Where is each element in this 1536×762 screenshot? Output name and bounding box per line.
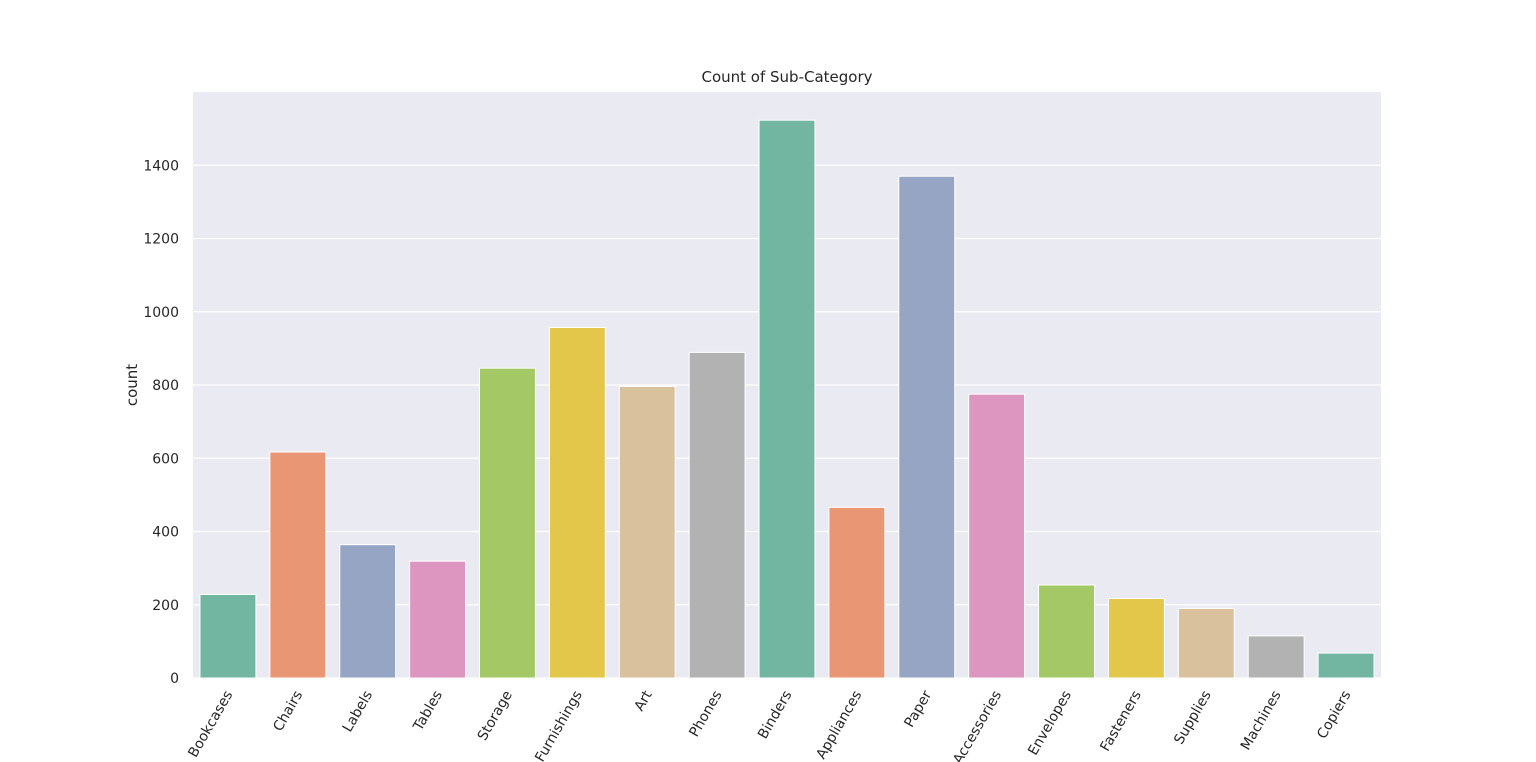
bar-paper — [898, 175, 956, 679]
y-tick-label: 800 — [152, 378, 179, 394]
bars — [199, 119, 1375, 679]
bar-tables — [409, 560, 467, 679]
y-axis-ticks: 0 200 400 600 800 1000 1200 1400 — [143, 158, 179, 687]
x-tick-label: Furnishings — [532, 688, 586, 762]
bar-accessories — [968, 393, 1026, 679]
y-tick-label: 1000 — [143, 305, 179, 321]
x-tick-label: Copiers — [1314, 688, 1354, 742]
chart-title: Count of Sub-Category — [701, 68, 872, 86]
bar-art — [618, 385, 676, 679]
bar-copiers — [1317, 652, 1375, 679]
x-axis-ticks: Bookcases Chairs Labels Tables Storage Furnis… — [185, 688, 1354, 762]
y-tick-label: 600 — [152, 451, 179, 467]
x-tick-label: Chairs — [270, 688, 306, 734]
bar-appliances — [828, 506, 886, 679]
x-tick-label: Tables — [410, 688, 446, 735]
x-tick-label: Supplies — [1171, 688, 1214, 747]
bar-labels — [339, 544, 397, 679]
x-tick-label: Bookcases — [185, 688, 236, 760]
x-tick-label: Machines — [1238, 688, 1285, 753]
x-tick-label: Fasteners — [1097, 688, 1144, 754]
y-axis-title: count — [123, 364, 141, 406]
bar-machines — [1247, 635, 1305, 679]
bar-binders — [758, 119, 816, 679]
x-tick-label: Labels — [340, 688, 376, 735]
x-tick-label: Storage — [475, 688, 516, 743]
x-tick-label: Binders — [755, 688, 795, 742]
bar-storage — [479, 367, 536, 679]
y-tick-label: 1200 — [143, 232, 179, 248]
y-tick-label: 0 — [170, 671, 179, 687]
x-tick-label: Accessories — [950, 688, 1005, 762]
bar-fasteners — [1107, 598, 1165, 679]
y-tick-label: 400 — [152, 525, 179, 541]
bar-chairs — [269, 451, 327, 679]
x-tick-label: Paper — [902, 688, 936, 731]
y-tick-label: 200 — [152, 598, 179, 614]
x-tick-label: Art — [631, 688, 656, 714]
y-tick-label: 1400 — [143, 158, 179, 174]
bar-bookcases — [199, 593, 257, 679]
bar-supplies — [1177, 607, 1235, 679]
x-tick-label: Appliances — [813, 688, 865, 762]
x-tick-label: Envelopes — [1025, 688, 1075, 758]
x-tick-label: Phones — [686, 688, 725, 740]
bar-phones — [688, 351, 746, 679]
bar-envelopes — [1038, 584, 1095, 679]
bar-furnishings — [548, 326, 606, 679]
